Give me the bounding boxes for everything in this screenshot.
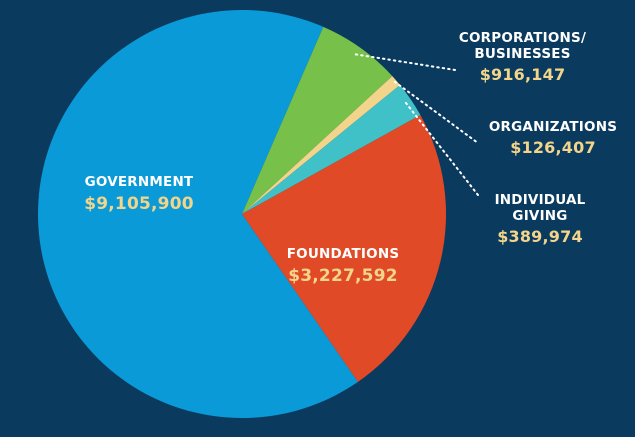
foundations-name: FOUNDATIONS — [286, 246, 400, 262]
pie-slices — [37, 10, 447, 419]
foundations-amount: $3,227,592 — [288, 265, 398, 286]
government-label: GOVERNMENT $9,105,900 — [70, 174, 208, 214]
organizations-amount: $126,407 — [510, 137, 596, 157]
individual-label: INDIVIDUAL GIVING $389,974 — [480, 192, 600, 247]
government-amount: $9,105,900 — [84, 193, 194, 214]
leader-lines — [354, 53, 479, 196]
corporations-amount: $916,147 — [479, 64, 566, 84]
leader-line-organizations — [393, 80, 479, 144]
pie-slice-foundations — [242, 114, 447, 382]
individual-amount: $389,974 — [497, 226, 583, 246]
corporations-name-line1: CORPORATIONS/ — [458, 30, 587, 46]
government-name: GOVERNMENT — [84, 174, 194, 190]
leader-line-corporations — [354, 53, 456, 71]
pie-slice-organizations — [242, 76, 401, 214]
pie-slice-government — [37, 10, 358, 419]
pie-slice-individual-giving — [242, 84, 421, 214]
pie-slice-corporations-businesses — [242, 26, 393, 215]
organizations-name: ORGANIZATIONS — [488, 119, 618, 135]
individual-name-line1: INDIVIDUAL — [494, 192, 586, 208]
corporations-label: CORPORATIONS/ BUSINESSES $916,147 — [450, 30, 595, 85]
foundations-label: FOUNDATIONS $3,227,592 — [268, 246, 418, 286]
corporations-name-line2: BUSINESSES — [474, 45, 571, 62]
organizations-label: ORGANIZATIONS $126,407 — [478, 119, 628, 158]
individual-name-line2: GIVING — [512, 207, 568, 224]
